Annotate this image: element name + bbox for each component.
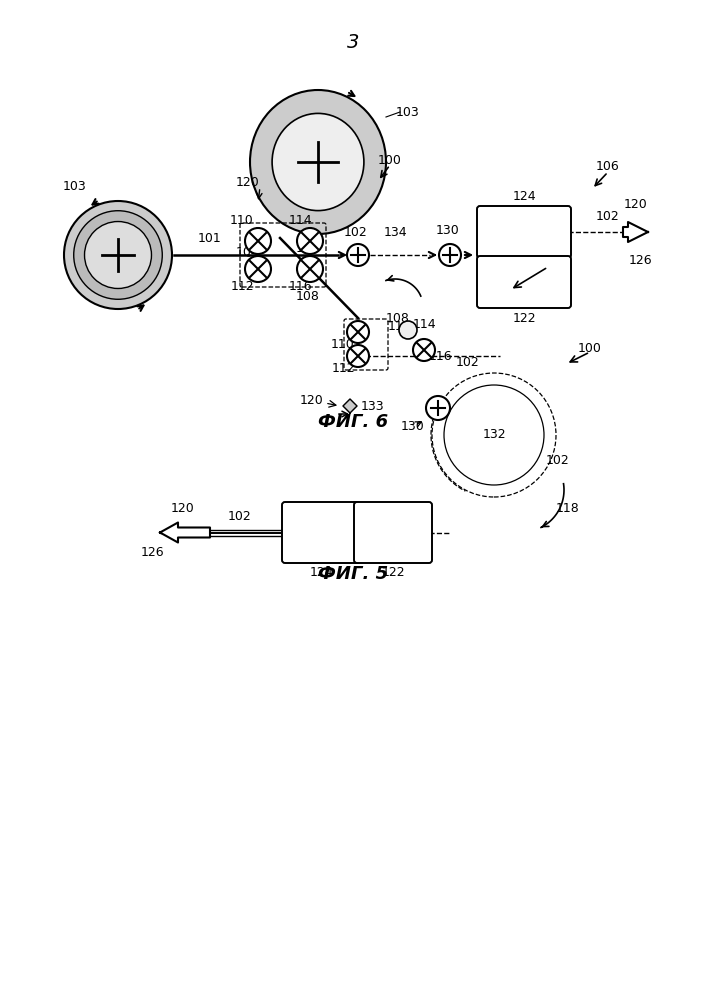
- Polygon shape: [623, 222, 648, 242]
- Text: 130: 130: [436, 225, 460, 237]
- Text: 101: 101: [296, 241, 320, 254]
- FancyBboxPatch shape: [477, 206, 571, 258]
- Ellipse shape: [250, 90, 386, 234]
- Text: 100: 100: [578, 342, 602, 355]
- Circle shape: [426, 396, 450, 420]
- Text: 100: 100: [378, 153, 402, 166]
- Text: 124: 124: [309, 566, 333, 580]
- Circle shape: [297, 256, 323, 282]
- Text: 114: 114: [288, 215, 312, 228]
- Text: 103: 103: [396, 105, 420, 118]
- Text: Соединитель: Соединитель: [284, 528, 358, 538]
- FancyBboxPatch shape: [354, 502, 432, 563]
- Text: 102: 102: [344, 227, 368, 239]
- Text: 122: 122: [512, 312, 536, 326]
- Text: 102: 102: [456, 356, 480, 368]
- Text: 102: 102: [596, 210, 620, 223]
- Text: 104: 104: [236, 245, 260, 258]
- Text: ФИГ. 5: ФИГ. 5: [318, 565, 388, 583]
- Circle shape: [347, 345, 369, 367]
- Text: 110: 110: [230, 215, 254, 228]
- Circle shape: [413, 339, 435, 361]
- Text: 134: 134: [383, 227, 407, 239]
- Circle shape: [245, 256, 271, 282]
- Circle shape: [399, 321, 417, 339]
- Text: 120: 120: [171, 502, 195, 515]
- Text: 133: 133: [360, 399, 384, 412]
- Circle shape: [74, 211, 163, 299]
- Text: 102: 102: [228, 510, 252, 523]
- Text: 130: 130: [401, 420, 425, 434]
- Polygon shape: [160, 522, 210, 542]
- Text: Участок
складывания: Участок складывания: [487, 221, 561, 243]
- Text: 112: 112: [230, 280, 254, 294]
- Text: 112: 112: [331, 361, 355, 374]
- Text: 3: 3: [347, 32, 359, 51]
- FancyBboxPatch shape: [282, 502, 360, 563]
- Circle shape: [64, 201, 172, 309]
- Text: 126: 126: [140, 546, 164, 559]
- Text: 124: 124: [512, 190, 536, 204]
- Text: 120: 120: [236, 176, 260, 190]
- FancyBboxPatch shape: [477, 256, 571, 308]
- Text: 106: 106: [596, 160, 620, 174]
- Circle shape: [85, 222, 151, 288]
- Text: 108: 108: [296, 290, 320, 304]
- Ellipse shape: [272, 113, 364, 211]
- Text: 116: 116: [288, 280, 312, 294]
- Text: 101: 101: [198, 232, 222, 245]
- Text: 118: 118: [388, 320, 412, 334]
- Text: 120: 120: [300, 393, 324, 406]
- Text: 102: 102: [546, 454, 570, 466]
- Polygon shape: [343, 399, 357, 413]
- Circle shape: [297, 228, 323, 254]
- Text: 114: 114: [412, 318, 436, 330]
- Circle shape: [432, 373, 556, 497]
- Text: 110: 110: [331, 338, 355, 351]
- Circle shape: [347, 244, 369, 266]
- Text: 106: 106: [536, 255, 560, 268]
- Text: 104: 104: [80, 238, 104, 251]
- Text: 116: 116: [428, 350, 452, 362]
- Text: Участок
складывания: Участок складывания: [356, 522, 430, 543]
- Circle shape: [245, 228, 271, 254]
- Text: ФИГ. 6: ФИГ. 6: [318, 413, 388, 431]
- Circle shape: [439, 244, 461, 266]
- Text: 122: 122: [381, 566, 405, 580]
- Text: 118: 118: [556, 502, 580, 514]
- Text: 126: 126: [629, 253, 652, 266]
- Text: Соединитель: Соединитель: [487, 277, 561, 287]
- Text: 108: 108: [386, 312, 410, 324]
- Text: 132: 132: [482, 428, 506, 442]
- Text: 120: 120: [624, 198, 648, 211]
- Text: 103: 103: [63, 180, 87, 194]
- Circle shape: [347, 321, 369, 343]
